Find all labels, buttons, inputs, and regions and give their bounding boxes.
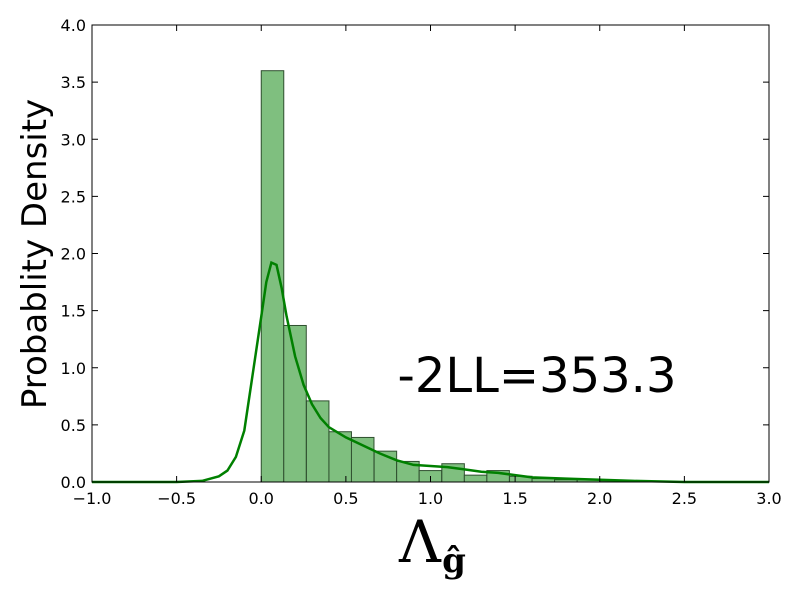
- x-tick-label: −0.5: [157, 489, 196, 508]
- y-tick-label: 0.0: [61, 473, 86, 492]
- y-axis-ticks: 0.0 0.5 1.0 1.5 2.0 2.5 3.0 3.5 4.0: [61, 16, 769, 492]
- x-axis-label-main: Λ: [398, 508, 442, 576]
- y-tick-label: 1.5: [61, 302, 86, 321]
- histogram-bar: [463, 474, 488, 483]
- plot-frame: [91, 24, 770, 483]
- x-tick-label: 1.0: [418, 489, 443, 508]
- y-tick-label: 4.0: [61, 16, 86, 35]
- annotation-text: -2LL=353.3: [398, 348, 677, 404]
- x-tick-label: −1.0: [73, 489, 112, 508]
- x-axis-ticks: −1.0 −0.5 0.0 0.5 1.0 1.5 2.0 2.5 3.0: [73, 25, 782, 508]
- histogram-bar: [283, 324, 307, 483]
- x-tick-label: 0.5: [333, 489, 358, 508]
- y-tick-label: 3.5: [61, 73, 86, 92]
- density-curve: [92, 260, 769, 484]
- x-tick-label: 0.0: [249, 489, 274, 508]
- y-tick-label: 0.5: [61, 416, 86, 435]
- y-axis-label: Probablity Density: [15, 99, 55, 409]
- y-tick-label: 2.0: [61, 245, 86, 264]
- y-tick-label: 1.0: [61, 359, 86, 378]
- x-tick-label: 2.5: [672, 489, 697, 508]
- y-tick-label: 2.5: [61, 187, 86, 206]
- histogram-bars: [260, 70, 623, 483]
- x-tick-label: 3.0: [756, 489, 781, 508]
- x-tick-label: 2.0: [587, 489, 612, 508]
- histogram-bar: [260, 70, 285, 483]
- y-tick-label: 3.0: [61, 130, 86, 149]
- x-axis-label: Λ ĝ: [398, 508, 466, 581]
- x-axis-label-subscript: ĝ: [442, 541, 466, 581]
- x-tick-label: 1.5: [502, 489, 527, 508]
